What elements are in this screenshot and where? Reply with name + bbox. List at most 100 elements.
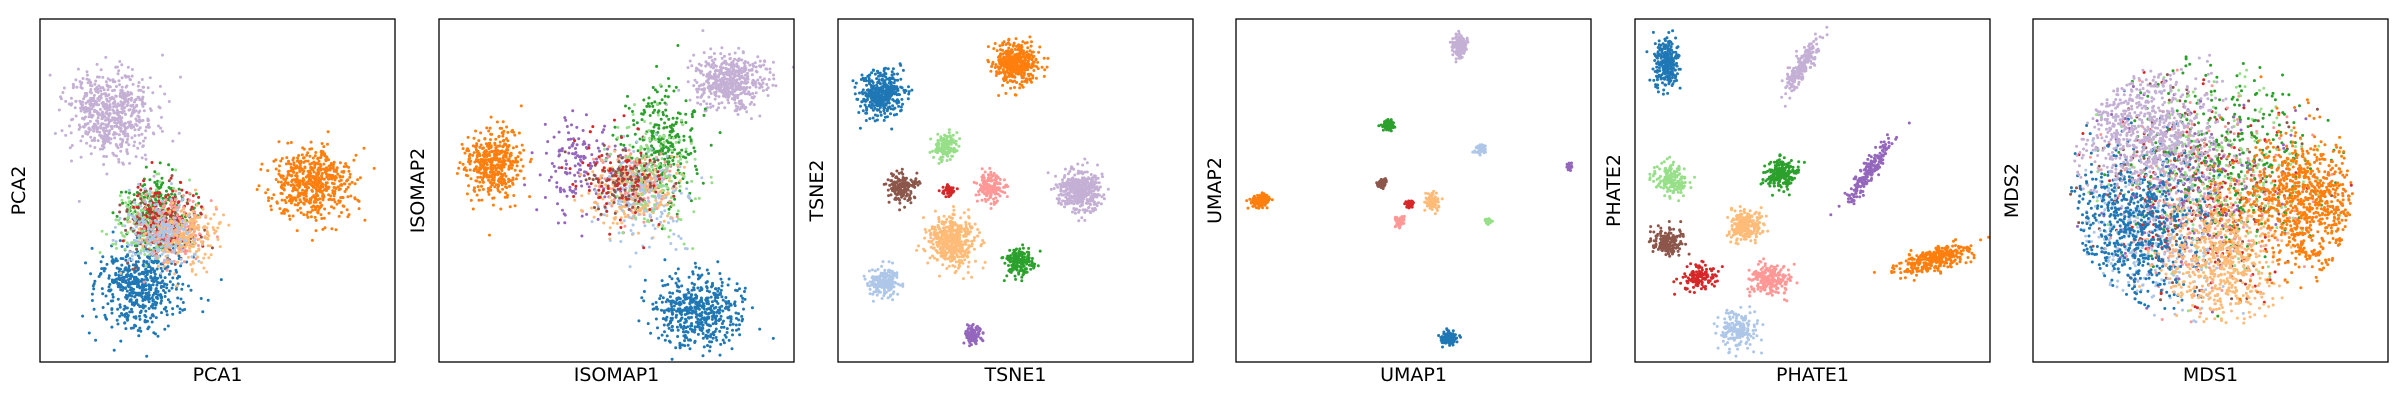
- scatter-point: [736, 74, 740, 77]
- scatter-point: [357, 207, 361, 211]
- scatter-point: [660, 333, 664, 337]
- scatter-point: [130, 74, 134, 78]
- scatter-point: [168, 269, 172, 273]
- scatter-point: [82, 125, 86, 129]
- scatter-point: [745, 75, 749, 79]
- scatter-point: [661, 110, 665, 114]
- scatter-point: [110, 325, 114, 329]
- scatter-point: [112, 97, 116, 101]
- scatter-point: [652, 125, 656, 129]
- scatter-point: [160, 299, 163, 303]
- scatter-point: [111, 299, 115, 303]
- scatter-point: [338, 161, 342, 165]
- scatter-point: [93, 146, 97, 149]
- scatter-point: [162, 264, 166, 268]
- scatter-point: [552, 164, 556, 168]
- scatter-point: [157, 172, 161, 176]
- scatter-point: [160, 240, 164, 244]
- scatter-point: [272, 159, 276, 163]
- scatter-point: [94, 79, 98, 83]
- scatter-point: [718, 71, 722, 75]
- scatter-point: [96, 116, 100, 120]
- scatter-point: [149, 109, 153, 112]
- scatter-point: [95, 100, 99, 104]
- scatter-point: [121, 239, 125, 243]
- scatter-point: [98, 133, 102, 137]
- scatter-point: [154, 303, 158, 307]
- scatter-point: [298, 169, 302, 173]
- scatter-point: [335, 202, 339, 206]
- scatter-point: [101, 255, 105, 259]
- scatter-point: [74, 99, 78, 103]
- scatter-point: [298, 206, 302, 210]
- scatter-point: [348, 172, 352, 176]
- scatter-point: [735, 282, 739, 286]
- scatter-point: [709, 105, 713, 109]
- scatter-point: [280, 186, 283, 189]
- scatter-point: [257, 184, 261, 188]
- scatter-point: [469, 177, 473, 181]
- scatter-point: [714, 327, 718, 331]
- scatter-point: [318, 197, 322, 201]
- scatter-point: [699, 102, 703, 106]
- scatter-point: [161, 53, 164, 57]
- scatter-point: [331, 174, 335, 177]
- scatter-point: [677, 285, 681, 289]
- scatter-point: [140, 238, 144, 242]
- scatter-point: [660, 173, 664, 177]
- scatter-point: [147, 300, 151, 304]
- scatter-point: [492, 196, 496, 200]
- scatter-point: [99, 68, 103, 72]
- scatter-point: [501, 134, 505, 138]
- scatter-point: [160, 129, 164, 133]
- scatter-point: [569, 137, 573, 141]
- scatter-point: [695, 81, 699, 84]
- scatter-point: [88, 83, 92, 87]
- scatter-point: [167, 272, 171, 276]
- scatter-point: [663, 258, 667, 262]
- scatter-point: [110, 259, 114, 263]
- scatter-point: [137, 256, 141, 260]
- scatter-point: [144, 200, 147, 204]
- scatter-point: [724, 86, 727, 90]
- scatter-point: [758, 75, 762, 79]
- scatter-point: [143, 253, 147, 256]
- scatter-point: [299, 200, 303, 204]
- scatter-point: [118, 210, 122, 214]
- scatter-point: [319, 205, 323, 209]
- scatter-point: [455, 172, 459, 175]
- scatter-point: [147, 240, 151, 244]
- scatter-point: [477, 188, 481, 192]
- scatter-point: [677, 279, 681, 283]
- scatter-point: [481, 180, 485, 184]
- scatter-point: [179, 264, 183, 268]
- scatter-point: [728, 323, 732, 327]
- scatter-point: [640, 296, 644, 300]
- scatter-point: [520, 143, 524, 147]
- scatter-point: [95, 62, 99, 66]
- scatter-point: [137, 217, 141, 221]
- scatter-point: [185, 241, 189, 245]
- scatter-point: [188, 229, 192, 233]
- scatter-point: [160, 176, 164, 180]
- scatter-point: [177, 254, 181, 258]
- scatter-point: [587, 143, 591, 147]
- scatter-point: [289, 141, 293, 144]
- scatter-point: [120, 110, 123, 114]
- panel-isomap: ISOMAP1 ISOMAP2: [407, 18, 795, 386]
- scatter-point: [121, 288, 124, 292]
- scatter-point: [102, 126, 106, 130]
- scatter-point: [139, 188, 143, 192]
- scatter-point: [499, 207, 503, 211]
- scatter-point: [104, 111, 108, 115]
- scatter-point: [637, 319, 641, 323]
- scatter-point: [675, 212, 679, 216]
- scatter-point: [181, 231, 185, 235]
- scatter-point: [705, 102, 709, 106]
- scatter-point: [136, 84, 140, 88]
- scatter-point: [513, 168, 517, 172]
- scatter-point: [286, 141, 290, 145]
- scatter-point: [143, 207, 147, 211]
- scatter-point: [765, 88, 769, 92]
- scatter-point: [140, 102, 144, 106]
